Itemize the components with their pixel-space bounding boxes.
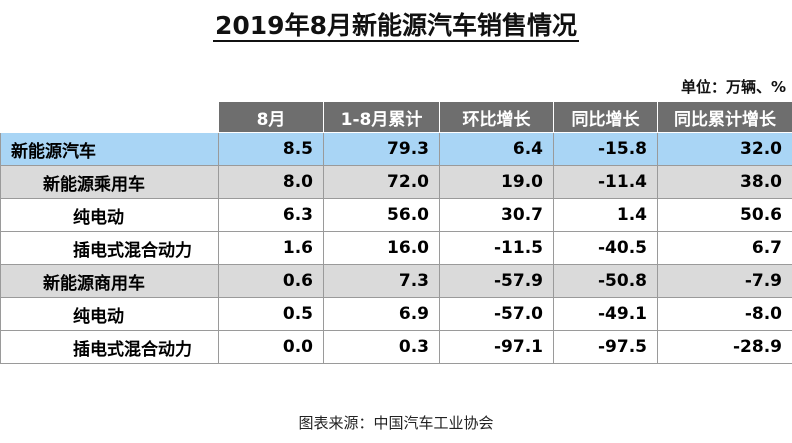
table-cell: -57.0 [439,297,554,331]
table-cell: -11.5 [439,231,554,265]
table-cell: -97.1 [439,330,554,364]
table-row: 插电式混合动力 0.0 0.3 -97.1 -97.5 -28.9 [0,330,792,364]
table-row: 新能源商用车 0.6 7.3 -57.9 -50.8 -7.9 [0,264,792,298]
table-cell: 8.5 [218,132,324,166]
row-label: 纯电动 [0,297,219,331]
table-cell: 72.0 [323,165,440,199]
table-cell: 6.7 [657,231,792,265]
header-row: 8月 1-8月累计 环比增长 同比增长 同比累计增长 [0,101,792,133]
table-cell: 0.3 [323,330,440,364]
table-cell: 1.6 [218,231,324,265]
table-cell: -40.5 [553,231,658,265]
column-header: 环比增长 [439,101,554,133]
table-cell: -28.9 [657,330,792,364]
table-cell: 30.7 [439,198,554,232]
table-cell: 8.0 [218,165,324,199]
table-cell: -50.8 [553,264,658,298]
sales-table: 8月 1-8月累计 环比增长 同比增长 同比累计增长 新能源汽车 8.5 79.… [0,101,792,364]
table-cell: 32.0 [657,132,792,166]
table-cell: 79.3 [323,132,440,166]
table-cell: 0.6 [218,264,324,298]
row-label: 新能源商用车 [0,264,219,298]
table-row: 新能源乘用车 8.0 72.0 19.0 -11.4 38.0 [0,165,792,199]
table-cell: 6.4 [439,132,554,166]
table-cell: -97.5 [553,330,658,364]
source-note: 图表来源：中国汽车工业协会 [298,414,494,432]
table-cell: 56.0 [323,198,440,232]
table-cell: 16.0 [323,231,440,265]
row-label: 新能源汽车 [0,132,219,166]
table-cell: 6.9 [323,297,440,331]
table-cell: -15.8 [553,132,658,166]
table-cell: 0.0 [218,330,324,364]
table-cell: -7.9 [657,264,792,298]
row-label: 插电式混合动力 [0,330,219,364]
table-cell: -49.1 [553,297,658,331]
title-text: 2019年8月新能源汽车销售情况 [213,11,579,42]
table-cell: 7.3 [323,264,440,298]
table-row: 纯电动 0.5 6.9 -57.0 -49.1 -8.0 [0,297,792,331]
table-row: 新能源汽车 8.5 79.3 6.4 -15.8 32.0 [0,132,792,166]
table-cell: -11.4 [553,165,658,199]
table-row: 插电式混合动力 1.6 16.0 -11.5 -40.5 6.7 [0,231,792,265]
column-header: 同比增长 [553,101,658,133]
page-title: 2019年8月新能源汽车销售情况 [0,6,792,42]
header-corner [0,101,219,133]
table-cell: 19.0 [439,165,554,199]
table-cell: 6.3 [218,198,324,232]
table-row: 纯电动 6.3 56.0 30.7 1.4 50.6 [0,198,792,232]
table-cell: 0.5 [218,297,324,331]
table-cell: -57.9 [439,264,554,298]
column-header: 同比累计增长 [657,101,792,133]
table-cell: 1.4 [553,198,658,232]
row-label: 插电式混合动力 [0,231,219,265]
table-cell: 50.6 [657,198,792,232]
row-label: 纯电动 [0,198,219,232]
column-header: 8月 [218,101,324,133]
column-header: 1-8月累计 [323,101,440,133]
table-cell: 38.0 [657,165,792,199]
table-cell: -8.0 [657,297,792,331]
row-label: 新能源乘用车 [0,165,219,199]
unit-label: 单位：万辆、% [680,78,786,96]
